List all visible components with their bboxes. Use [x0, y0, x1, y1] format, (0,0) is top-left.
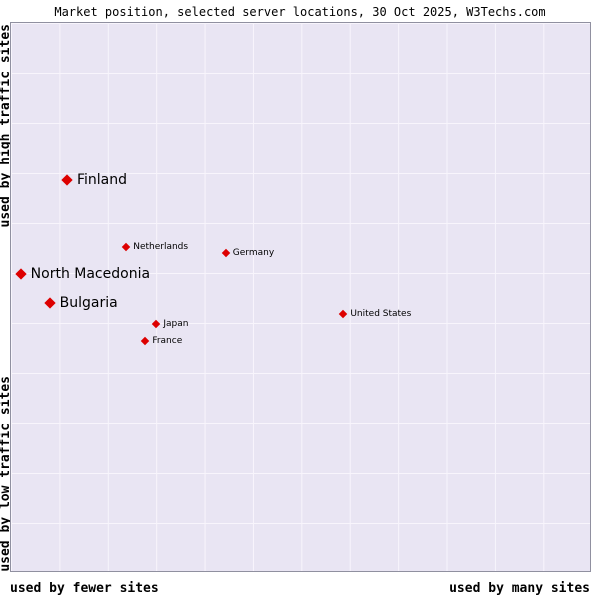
diamond-marker-icon: [152, 319, 161, 329]
scatter-point: Bulgaria: [43, 295, 118, 312]
x-axis-label-fewer-sites: used by fewer sites: [10, 581, 159, 596]
point-label: Finland: [77, 172, 128, 189]
diamond-marker-icon: [121, 242, 131, 252]
point-label: Netherlands: [133, 242, 189, 253]
diamond-marker-icon: [221, 248, 231, 258]
point-label: United States: [350, 308, 412, 319]
diamond-marker-icon: [15, 268, 27, 280]
scatter-point: Germany: [221, 248, 275, 259]
point-label: Japan: [163, 318, 189, 329]
diamond-marker-icon: [141, 336, 150, 346]
point-label: Germany: [232, 248, 275, 259]
scatter-point: France: [141, 336, 182, 346]
point-label: France: [152, 335, 183, 346]
scatter-point: Finland: [61, 172, 128, 189]
point-label: Bulgaria: [59, 295, 118, 312]
diamond-marker-icon: [339, 309, 348, 319]
scatter-point: North Macedonia: [15, 265, 151, 282]
scatter-point: Netherlands: [121, 242, 189, 253]
x-axis-label-many-sites: used by many sites: [449, 581, 590, 596]
point-label: North Macedonia: [30, 265, 151, 282]
plot-area: Finland Netherlands Germany North Macedonia…: [10, 22, 591, 572]
diamond-marker-icon: [43, 297, 56, 309]
diamond-marker-icon: [61, 174, 73, 186]
scatter-point: Japan: [152, 319, 188, 329]
scatter-point: United States: [339, 309, 411, 319]
chart-title: Market position, selected server locatio…: [54, 5, 546, 19]
